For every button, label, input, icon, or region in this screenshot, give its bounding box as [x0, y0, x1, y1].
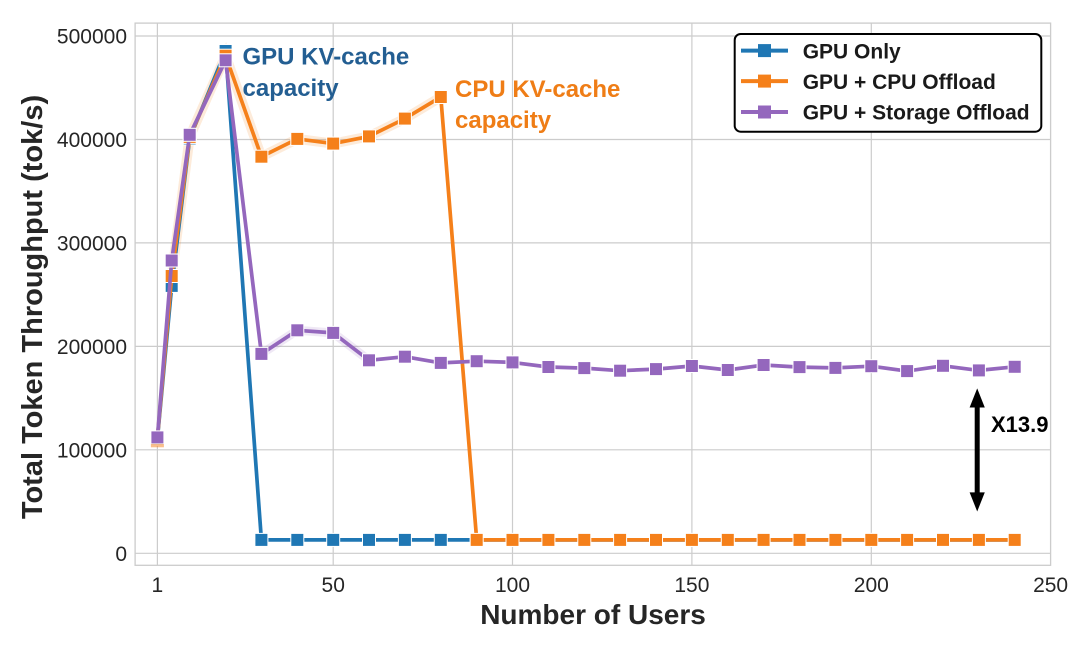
svg-text:GPU + Storage Offload: GPU + Storage Offload [803, 102, 1030, 125]
svg-text:150: 150 [674, 574, 709, 597]
svg-text:GPU + CPU Offload: GPU + CPU Offload [803, 71, 996, 94]
svg-text:capacity: capacity [243, 75, 340, 102]
svg-text:50: 50 [322, 574, 345, 597]
svg-text:100: 100 [495, 574, 530, 597]
svg-text:200000: 200000 [57, 336, 127, 359]
svg-text:1: 1 [152, 574, 164, 597]
svg-text:GPU Only: GPU Only [803, 40, 901, 63]
svg-text:capacity: capacity [455, 107, 552, 134]
svg-text:500000: 500000 [57, 26, 127, 49]
svg-text:Total Token Throughput (tok/s): Total Token Throughput (tok/s) [17, 95, 49, 519]
svg-text:250: 250 [1033, 574, 1068, 597]
svg-text:200: 200 [854, 574, 889, 597]
svg-text:100000: 100000 [57, 439, 127, 462]
svg-text:300000: 300000 [57, 232, 127, 255]
svg-text:0: 0 [115, 543, 127, 566]
svg-text:X13.9: X13.9 [991, 412, 1049, 437]
svg-text:Number of Users: Number of Users [480, 599, 706, 630]
svg-text:400000: 400000 [57, 129, 127, 152]
svg-text:CPU KV-cache: CPU KV-cache [455, 76, 620, 103]
svg-text:GPU KV-cache: GPU KV-cache [243, 44, 410, 71]
